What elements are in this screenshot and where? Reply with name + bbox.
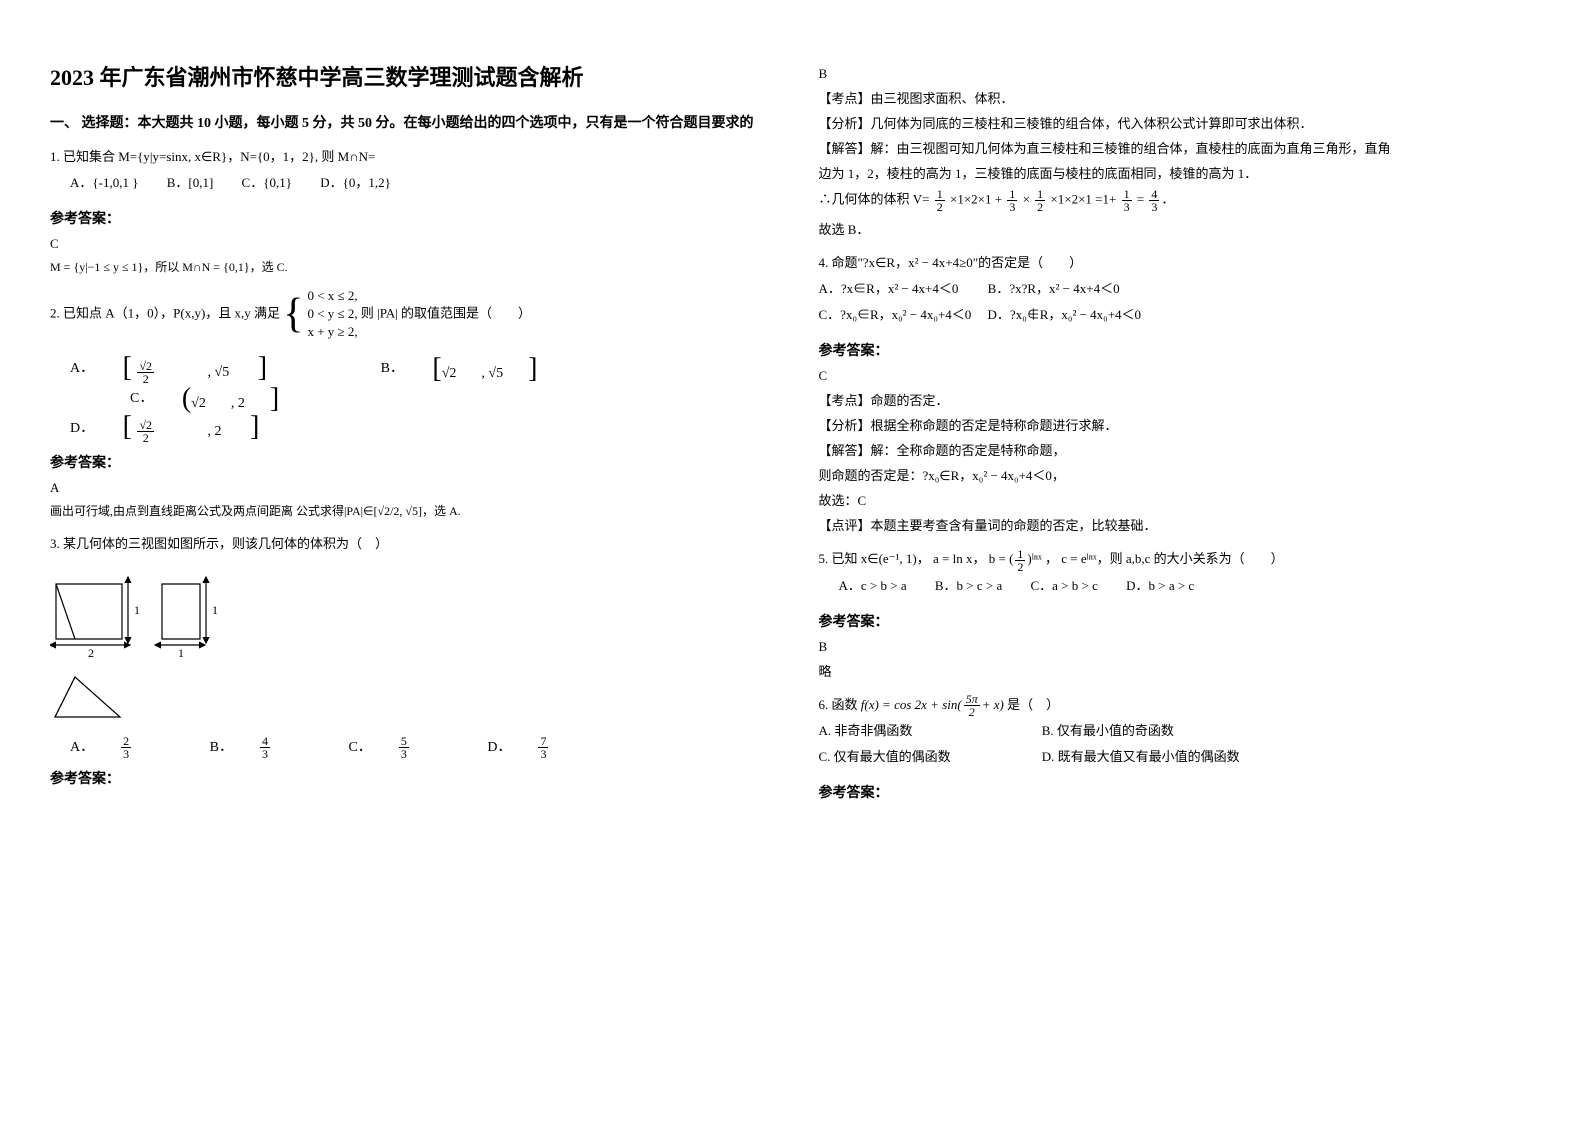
- q1-explain: M = {y|−1 ≤ y ≤ 1}，所以 M∩N = {0,1}，选 C.: [50, 258, 769, 275]
- q3-opt-a: A．23: [70, 735, 181, 760]
- q4-p4: 则命题的否定是：?x₀∈R，x₀² − 4x₀+4＜0，: [819, 465, 1538, 484]
- q3-sol-b: 边为 1，2，棱柱的高为 1，三棱锥的底面与棱柱的底面相同，棱锥的高为 1．: [819, 163, 1538, 182]
- q5-ans-label: 参考答案：: [819, 611, 1538, 631]
- question-4: 4. 命题"?x∈R，x² − 4x+4≥0"的否定是（ ） A．?x∈R，x²…: [819, 250, 1538, 328]
- left-column: 2023 年广东省潮州市怀慈中学高三数学理测试题含解析 一、 选择题：本大题共 …: [50, 60, 769, 810]
- exam-page: 2023 年广东省潮州市怀慈中学高三数学理测试题含解析 一、 选择题：本大题共 …: [0, 0, 1587, 870]
- q2-opt-d: D． √22 , 2: [70, 413, 284, 444]
- q5-options: A．c > b > a B．b > c > a C．a > b > c D．b …: [839, 573, 1538, 599]
- q4-opt-b: B．?x?R，x² − 4x+4＜0: [988, 281, 1120, 296]
- three-view-top: 1 1 2 1: [50, 569, 230, 659]
- q2-ans-label: 参考答案：: [50, 452, 769, 472]
- page-title: 2023 年广东省潮州市怀慈中学高三数学理测试题含解析: [50, 60, 769, 92]
- q1-opt-c: C．{0,1}: [242, 170, 292, 196]
- q4-p6: 【点评】本题主要考查含有量词的命题的否定，比较基础．: [819, 515, 1538, 534]
- q5-opt-d: D．b > a > c: [1126, 573, 1194, 599]
- svg1-label-1: 1: [134, 603, 140, 617]
- question-5: 5. 已知 x∈(e⁻¹, 1)， a = ln x， b = (12)ˡⁿˣ …: [819, 546, 1538, 599]
- q5-b: b = (12)ˡⁿˣ: [989, 551, 1045, 566]
- q6-opt-d: D. 既有最大值又有最小值的偶函数: [1042, 749, 1240, 764]
- svg1-label-2: 2: [88, 646, 94, 659]
- q1-options: A．{-1,0,1 } B．[0,1] C．{0,1} D．{0，1,2}: [70, 170, 769, 196]
- q3-stem: 3. 某几何体的三视图如图所示，则该几何体的体积为（ ）: [50, 536, 388, 551]
- q2-cond2: 0 < y ≤ 2,: [307, 306, 357, 321]
- q3-opt-c: C．53: [348, 735, 458, 760]
- q4-row2: C．?x₀∈R，x₀² − 4x₀+4＜0 D．?x₀∉R，x₀² − 4x₀+…: [819, 302, 1538, 328]
- q3-analysis: 【分析】几何体为同底的三棱柱和三棱锥的组合体，代入体积公式计算即可求出体积．: [819, 113, 1538, 132]
- svg1-label-1b: 1: [212, 603, 218, 617]
- q2-cond1: 0 < x ≤ 2,: [307, 288, 357, 303]
- three-view-bottom: [50, 667, 170, 727]
- q3-ans-label: 参考答案：: [50, 768, 769, 788]
- q3-end: 故选 B．: [819, 219, 1538, 238]
- q6-stem-a: 6. 函数: [819, 697, 858, 712]
- q4-opt-c: C．?x₀∈R，x₀² − 4x₀+4＜0: [819, 307, 972, 322]
- q6-stem-b: 是（ ）: [1007, 697, 1059, 712]
- q5-stem-a: 5. 已知 x∈(e⁻¹, 1)， a = ln x，: [819, 551, 986, 566]
- q6-opt-c: C. 仅有最大值的偶函数: [819, 744, 1039, 770]
- q5-opt-b: B．b > c > a: [935, 573, 1002, 599]
- q2-options: A． √22 , √5 B． √2, √5 C． √2, 2 D． √22 , …: [70, 354, 769, 445]
- q2-stem-b: 则 |PA| 的取值范围是（ ）: [361, 305, 531, 320]
- section-1-head: 一、 选择题：本大题共 10 小题，每小题 5 分，共 50 分。在每小题给出的…: [50, 112, 769, 132]
- right-column: B 【考点】由三视图求面积、体积． 【分析】几何体为同底的三棱柱和三棱锥的组合体…: [819, 60, 1538, 810]
- q3-opt-d: D．73: [487, 735, 598, 760]
- q1-ans: C: [50, 236, 769, 252]
- q2-stem-a: 2. 已知点 A（1，0），P(x,y)，且 x,y 满足: [50, 305, 280, 320]
- q1-opt-b: B．[0,1]: [167, 170, 214, 196]
- q6-row1: A. 非奇非偶函数 B. 仅有最小值的奇函数: [819, 718, 1538, 744]
- q4-opt-a: A．?x∈R，x² − 4x+4＜0: [819, 281, 959, 296]
- question-2: 2. 已知点 A（1，0），P(x,y)，且 x,y 满足 0 < x ≤ 2,…: [50, 287, 769, 342]
- q2-opt-c: C． √2, 2: [130, 385, 304, 413]
- q3-opt-b: B．43: [210, 735, 320, 760]
- q3-sol-a: 【解答】解：由三视图可知几何体为直三棱柱和三棱锥的组合体，直棱柱的底面为直角三角…: [819, 138, 1538, 157]
- q2-ans: A: [50, 480, 769, 496]
- q1-ans-label: 参考答案：: [50, 208, 769, 228]
- q2-explain: 画出可行域,由点到直线距离公式及两点间距离 公式求得|PA|∈[√2/2, √5…: [50, 502, 769, 519]
- question-1: 1. 已知集合 M={y|y=sinx, x∈R}，N={0，1，2}, 则 M…: [50, 144, 769, 196]
- q6-ans-label: 参考答案：: [819, 782, 1538, 802]
- q1-opt-a: A．{-1,0,1 }: [70, 170, 138, 196]
- q4-ans: C: [819, 368, 1538, 384]
- q2-opt-a: A． √22 , √5: [70, 354, 292, 385]
- q6-opt-a: A. 非奇非偶函数: [819, 718, 1039, 744]
- q5-stem-b: ， c = eˡⁿˣ，则 a,b,c 的大小关系为（ ）: [1045, 551, 1284, 566]
- q4-row1: A．?x∈R，x² − 4x+4＜0 B．?x?R，x² − 4x+4＜0: [819, 276, 1538, 302]
- question-3: 3. 某几何体的三视图如图所示，则该几何体的体积为（ ）: [50, 531, 769, 557]
- q2-brace: 0 < x ≤ 2, 0 < y ≤ 2, x + y ≥ 2,: [283, 287, 357, 342]
- q6-fx: f(x) = cos 2x + sin(5π2+ x): [861, 697, 1007, 712]
- q6-row2: C. 仅有最大值的偶函数 D. 既有最大值又有最小值的偶函数: [819, 744, 1538, 770]
- q1-opt-d: D．{0，1,2}: [320, 170, 391, 196]
- q3-volume: ∴几何体的体积 V= 12 ×1×2×1 + 13 × 12 ×1×2×1 =1…: [819, 188, 1538, 213]
- q2-cond3: x + y ≥ 2,: [307, 324, 357, 339]
- q4-ans-label: 参考答案：: [819, 340, 1538, 360]
- q5-expl: 略: [819, 661, 1538, 680]
- q4-p2: 【分析】根据全称命题的否定是特称命题进行求解．: [819, 415, 1538, 434]
- q4-p3: 【解答】解：全称命题的否定是特称命题，: [819, 440, 1538, 459]
- q5-opt-a: A．c > b > a: [839, 573, 907, 599]
- q5-ans: B: [819, 639, 1538, 655]
- q6-opt-b: B. 仅有最小值的奇函数: [1042, 723, 1174, 738]
- q1-stem: 1. 已知集合 M={y|y=sinx, x∈R}，N={0，1，2}, 则 M…: [50, 144, 769, 170]
- q4-stem: 4. 命题"?x∈R，x² − 4x+4≥0"的否定是（ ）: [819, 250, 1538, 276]
- q3-options: A．23 B．43 C．53 D．73: [70, 735, 769, 760]
- q5-opt-c: C．a > b > c: [1030, 573, 1097, 599]
- q2-opt-b: B． √2, √5: [381, 355, 563, 383]
- q3-ans: B: [819, 66, 1538, 82]
- svg1-label-1c: 1: [178, 646, 184, 659]
- q4-opt-d: D．?x₀∉R，x₀² − 4x₀+4＜0: [988, 307, 1142, 322]
- question-6: 6. 函数 f(x) = cos 2x + sin(5π2+ x) 是（ ） A…: [819, 692, 1538, 771]
- q4-p5: 故选：C: [819, 490, 1538, 509]
- q4-p1: 【考点】命题的否定．: [819, 390, 1538, 409]
- q3-point: 【考点】由三视图求面积、体积．: [819, 88, 1538, 107]
